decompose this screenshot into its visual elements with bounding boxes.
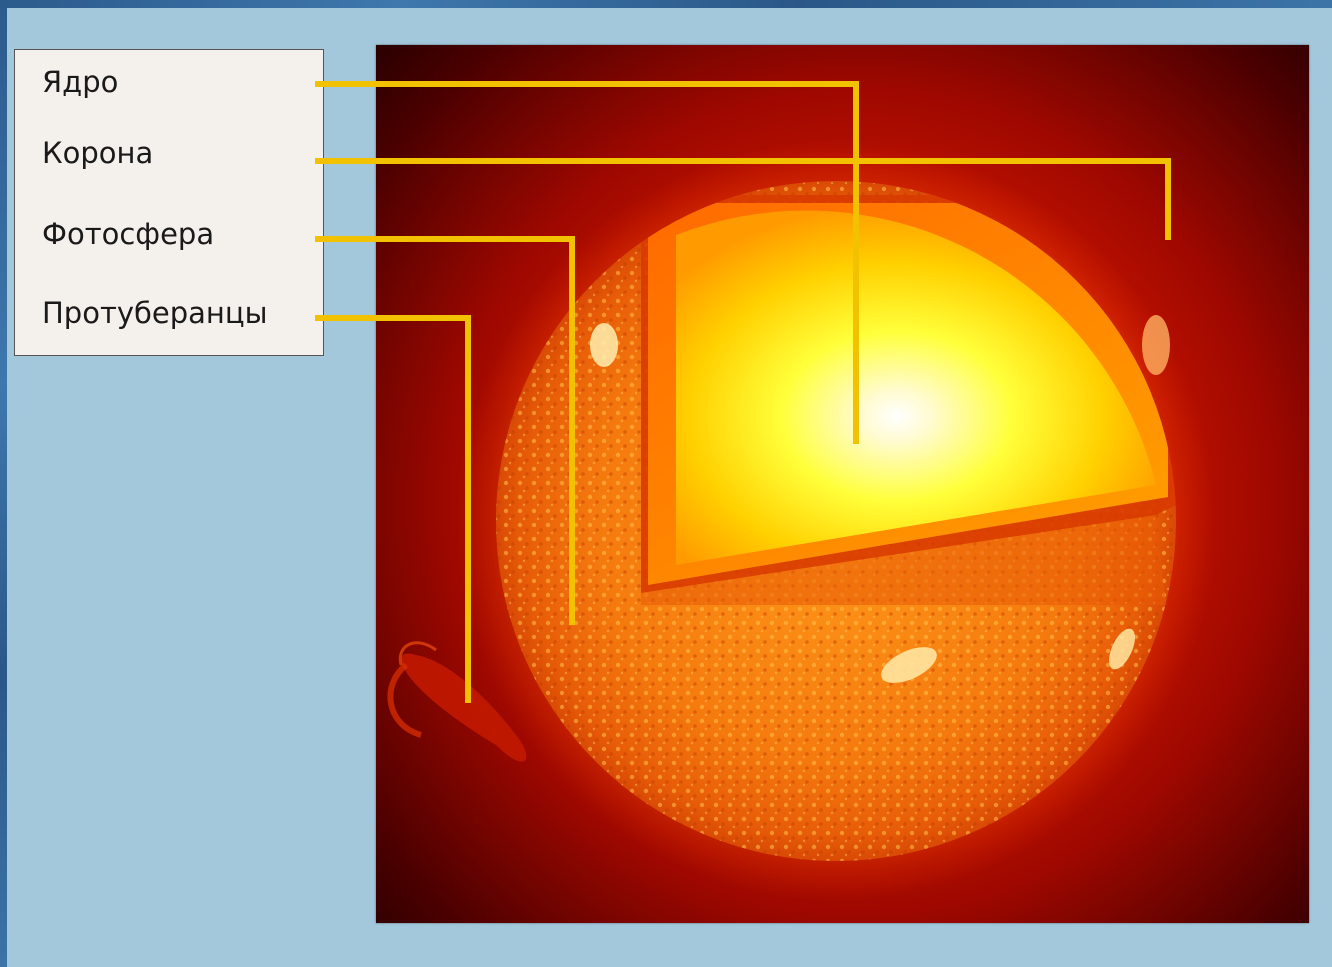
sun-illustration — [387, 141, 1216, 901]
legend-box: Ядро Корона Фотосфера Протуберанцы — [14, 49, 324, 356]
slide-frame-left — [0, 0, 7, 967]
legend-label-corona: Корона — [42, 136, 154, 170]
legend-label-core: Ядро — [42, 65, 119, 99]
slide-frame-top — [0, 0, 1332, 8]
legend-label-prominences: Протуберанцы — [42, 296, 268, 330]
sun-cutaway-image — [376, 45, 1309, 923]
legend-label-photosphere: Фотосфера — [42, 217, 215, 251]
